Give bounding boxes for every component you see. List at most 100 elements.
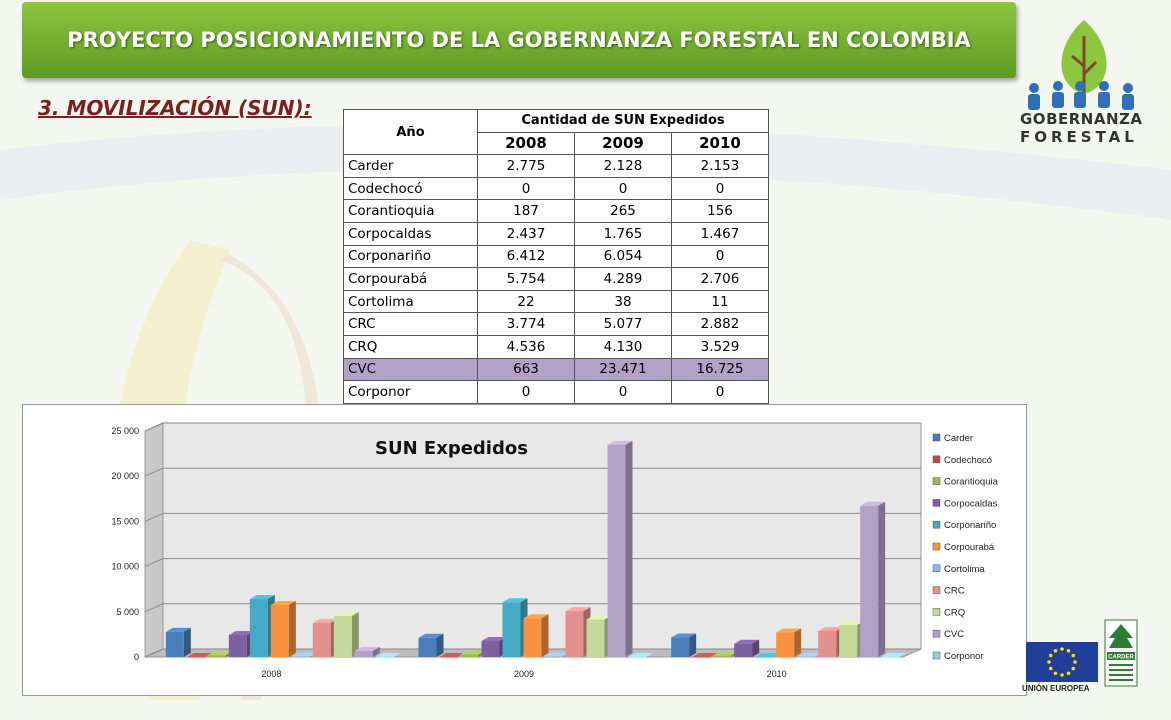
y-tick-label: 15 000 xyxy=(111,516,139,526)
bar-top xyxy=(165,627,191,632)
bar xyxy=(565,611,584,657)
bar-top xyxy=(881,653,907,657)
value-cell: 22 xyxy=(477,289,575,314)
value-cell: 2.153 xyxy=(671,154,769,178)
value-cell: 38 xyxy=(574,289,672,314)
gridline-side xyxy=(144,467,164,477)
bar-top xyxy=(797,652,823,657)
bar xyxy=(671,637,690,657)
bar-top xyxy=(228,630,254,635)
y-tick-label: 10 000 xyxy=(111,562,139,572)
legend-swatch xyxy=(932,542,941,551)
value-cell: 4.536 xyxy=(477,334,575,359)
bar-top xyxy=(839,621,865,626)
year-header: 2010 xyxy=(671,131,769,156)
legend-entry: Corantioquia xyxy=(944,477,999,488)
bar-chart: 0 5 000 10 000 15 000 20 000 25 000 2008 2009 20… xyxy=(111,422,999,679)
bar-top xyxy=(755,653,781,657)
bar-top xyxy=(460,650,486,655)
legend-swatch xyxy=(932,455,941,464)
value-cell: 23.471 xyxy=(574,357,672,382)
legend-swatch xyxy=(932,651,941,660)
table-row: Cortolima 22 38 11 xyxy=(343,289,769,314)
gridline-side xyxy=(144,558,164,568)
value-cell: 2.775 xyxy=(477,154,575,178)
bar xyxy=(333,615,352,657)
bar xyxy=(439,657,458,658)
legend-swatch xyxy=(932,564,941,573)
bar xyxy=(544,656,563,658)
table-header-row: Año Cantidad de SUN Expedidos xyxy=(343,108,769,156)
bar xyxy=(460,654,479,657)
bar xyxy=(375,657,394,658)
gridline-side xyxy=(144,422,164,432)
bar xyxy=(228,634,247,657)
bar xyxy=(207,655,226,657)
legend-swatch xyxy=(932,629,941,638)
bar-top xyxy=(776,628,802,633)
value-cell: 156 xyxy=(671,199,769,223)
row-name-cell: Corantioquia xyxy=(343,199,478,223)
bar xyxy=(776,632,795,657)
bar xyxy=(481,641,500,657)
carder-logo-text: CARDER xyxy=(1108,655,1134,661)
table-row: CRC 3.774 5.077 2.882 xyxy=(343,312,769,336)
bar-top xyxy=(607,440,633,445)
table-row: Corantioquia 187 265 156 xyxy=(343,199,769,223)
value-cell: 16.725 xyxy=(671,357,769,382)
value-cell: 1.765 xyxy=(574,221,672,246)
bar-side xyxy=(689,633,697,657)
table-row: Corponor 0 0 0 xyxy=(343,380,769,404)
bar xyxy=(734,643,753,657)
table-row: Corpocaldas 2.437 1.765 1.467 xyxy=(343,221,769,246)
bar xyxy=(818,630,837,657)
bar xyxy=(797,656,816,658)
value-cell: 5.754 xyxy=(477,267,575,291)
x-tick-label: 2010 xyxy=(767,669,787,679)
table-row: CVC 663 23.471 16.725 xyxy=(343,357,769,382)
legend-swatch xyxy=(932,499,941,507)
value-cell: 2.128 xyxy=(574,154,672,178)
col-year-header: Año xyxy=(343,108,478,156)
value-cell: 0 xyxy=(574,380,672,404)
bar xyxy=(755,657,774,658)
bar-top xyxy=(291,652,317,657)
legend-entry: Corponor xyxy=(944,651,984,662)
bar xyxy=(354,651,373,657)
x-tick-label: 2009 xyxy=(514,669,534,679)
bar-side xyxy=(752,639,760,657)
bar-top xyxy=(186,653,212,657)
bar-top xyxy=(692,653,718,657)
bar-side xyxy=(794,628,802,657)
table-row: Corponariño 6.412 6.054 0 xyxy=(343,244,769,269)
legend-entry: Corpocaldas xyxy=(944,498,998,509)
eu-stars-icon xyxy=(1047,647,1077,677)
value-cell: 265 xyxy=(574,199,672,223)
row-name-cell: CRQ xyxy=(343,334,478,359)
bar xyxy=(713,655,732,657)
bar xyxy=(881,657,900,658)
bar xyxy=(839,625,858,657)
title-banner: PROYECTO POSICIONAMIENTO DE LA GOBERNANZ… xyxy=(22,2,1016,78)
bar-side xyxy=(878,501,886,657)
bar-side xyxy=(183,627,191,657)
bar xyxy=(186,657,205,658)
bar-top xyxy=(818,626,844,631)
table-row: Codechocó 0 0 0 xyxy=(343,176,769,201)
legend-swatch xyxy=(932,608,941,616)
bar-top xyxy=(586,615,612,620)
row-name-cell: Corpourabá xyxy=(343,267,478,291)
bar-top xyxy=(418,633,444,638)
chart-container: 0 5 000 10 000 15 000 20 000 25 000 2008 2009 20… xyxy=(22,404,1027,696)
bar xyxy=(502,602,521,657)
bar xyxy=(692,657,711,658)
table-row: Corpourabá 5.754 4.289 2.706 xyxy=(343,267,769,291)
bar-top xyxy=(860,501,886,506)
section-title: 3. MOVILIZACIÓN (SUN): xyxy=(38,96,312,120)
value-cell: 663 xyxy=(477,357,575,382)
bar xyxy=(523,618,542,657)
bar-top xyxy=(671,633,697,638)
bar xyxy=(270,604,289,657)
row-name-cell: Carder xyxy=(343,154,478,178)
value-cell: 5.077 xyxy=(574,312,672,336)
